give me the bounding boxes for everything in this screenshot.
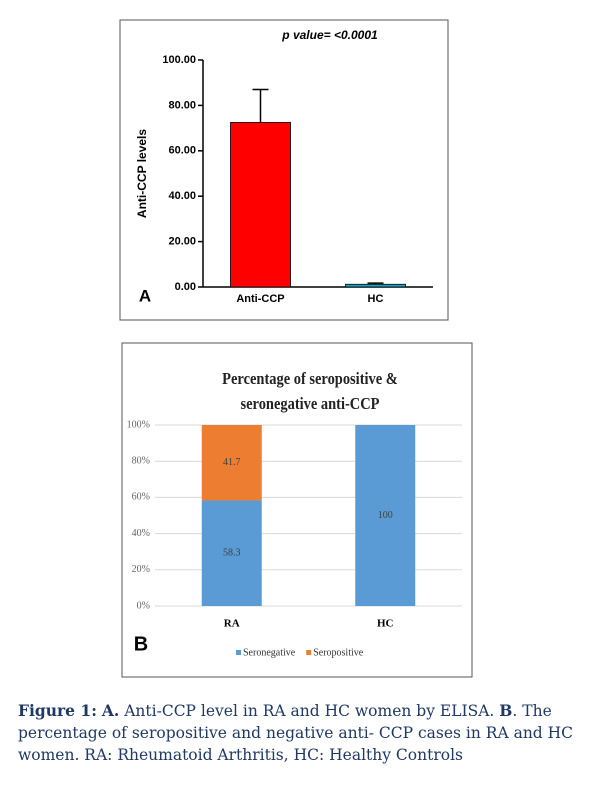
- caption-part: Figure 1:: [18, 701, 97, 720]
- y-tick-label: 40.00: [168, 190, 196, 202]
- data-label: 41.7: [223, 457, 241, 468]
- y-axis-label: Anti-CCP levels: [135, 129, 149, 218]
- bar-segment: [201, 425, 262, 501]
- caption-part: Anti-CCP level in RA and HC women by ELI…: [119, 702, 500, 720]
- y-tick-label: 0%: [137, 600, 150, 611]
- y-tick-label: 20.00: [168, 236, 196, 248]
- legend-swatch: [236, 650, 241, 655]
- x-tick-label: RA: [224, 618, 240, 630]
- caption-part: B: [499, 701, 513, 720]
- y-tick-label: 20%: [132, 564, 150, 575]
- bar: [345, 283, 406, 288]
- caption-part: . The percentage of seropositive and neg…: [18, 702, 578, 764]
- figure: p value= <0.0001 A Anti-CCP levels 0.00 20.0…: [119, 19, 473, 678]
- data-label: 100: [378, 510, 393, 521]
- y-tick-label: 0.00: [175, 281, 196, 293]
- y-tick-label: 100.00: [162, 54, 196, 66]
- bar: [230, 122, 291, 288]
- caption-part: A.: [101, 701, 120, 720]
- data-label: 58.3: [223, 548, 241, 559]
- y-tick-label: 60.00: [168, 145, 196, 157]
- y-tick-label: 80.00: [168, 99, 196, 111]
- y-tick-label: 60%: [132, 492, 150, 503]
- caption: Figure 1: A. Anti-CCP level in RA and HC…: [18, 700, 578, 766]
- legend-label: Seropositive: [313, 647, 364, 658]
- legend-swatch: [306, 650, 312, 655]
- bar-segment: [201, 500, 262, 606]
- chart-title: Percentage of seropositive & seronegativ…: [222, 369, 398, 413]
- panel-label: B: [134, 633, 148, 655]
- y-tick-label: 80%: [132, 455, 150, 466]
- x-tick-label: HC: [377, 618, 394, 630]
- x-tick-label: Anti-CCP: [236, 293, 284, 305]
- panel-label: A: [139, 286, 151, 305]
- annotation: p value= <0.0001: [281, 28, 378, 42]
- error-bar: [252, 88, 269, 123]
- legend-label: Seronegative: [243, 647, 296, 658]
- x-tick-label: HC: [368, 293, 384, 305]
- error-bar: [367, 282, 384, 285]
- y-tick-label: 100%: [127, 419, 150, 430]
- bar-segment: [355, 425, 416, 606]
- y-tick-label: 40%: [132, 528, 150, 539]
